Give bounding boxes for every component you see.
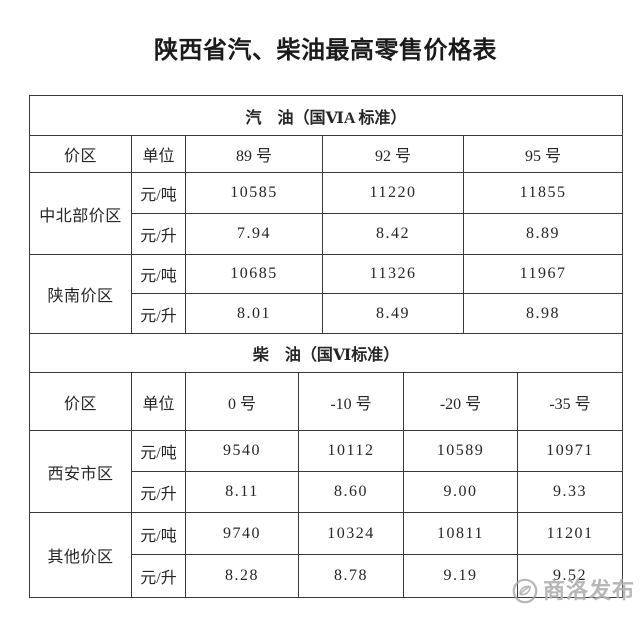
price-cell: 9540	[185, 430, 299, 472]
unit-label-per-ton: 元/吨	[131, 172, 186, 214]
unit-label-per-ton: 元/吨	[131, 430, 186, 472]
price-cell: 10811	[403, 512, 518, 555]
price-cell: 10585	[185, 172, 323, 214]
diesel-zone-name-other: 其他价区	[29, 512, 132, 598]
price-cell: 9.52	[516, 554, 624, 598]
gasoline-col-header-grade-95: 95 号	[462, 135, 624, 173]
price-cell: 8.89	[462, 213, 624, 255]
price-cell: 8.01	[185, 293, 323, 334]
price-cell: 8.42	[322, 213, 464, 255]
price-cell: 10324	[298, 512, 404, 555]
price-cell: 7.94	[185, 213, 323, 255]
diesel-col-header-grade-minus20: -20 号	[403, 372, 518, 431]
price-cell: 11220	[322, 172, 464, 214]
diesel-col-header-grade-minus35: -35 号	[516, 372, 624, 431]
unit-label-per-liter: 元/升	[131, 471, 186, 513]
price-cell: 11967	[462, 254, 624, 294]
price-cell: 11326	[322, 254, 464, 294]
price-cell: 8.49	[322, 293, 464, 334]
page-title: 陕西省汽、柴油最高零售价格表	[154, 38, 497, 64]
price-cell: 10685	[185, 254, 323, 294]
diesel-col-header-grade-0: 0 号	[185, 372, 299, 431]
unit-label-per-liter: 元/升	[131, 213, 186, 255]
gasoline-col-header-unit: 单位	[131, 135, 186, 173]
unit-label-per-ton: 元/吨	[131, 254, 186, 294]
diesel-col-header-zone: 价区	[29, 372, 132, 431]
price-tables-container: 汽 油（国ⅥA 标准） 价区 单位 89 号 92 号 95 号 中北部价区 元…	[28, 95, 624, 598]
price-cell: 10589	[403, 430, 518, 472]
gasoline-col-header-grade-92: 92 号	[322, 135, 464, 173]
price-cell: 10112	[298, 430, 404, 472]
price-cell: 9.00	[403, 471, 518, 513]
gasoline-zone-name-central-north: 中北部价区	[29, 172, 132, 255]
price-cell: 9.19	[403, 554, 518, 598]
price-cell: 9740	[185, 512, 299, 555]
price-cell: 11855	[462, 172, 624, 214]
price-cell: 8.28	[185, 554, 299, 598]
unit-label-per-liter: 元/升	[131, 293, 186, 334]
diesel-col-header-grade-minus10: -10 号	[298, 372, 404, 431]
unit-label-per-liter: 元/升	[131, 554, 186, 598]
gasoline-zone-name-south-shaanxi: 陕南价区	[29, 254, 132, 334]
diesel-price-table: 柴 油（国Ⅵ标准） 价区 单位 0 号 -10 号 -20 号 -35 号 西安…	[28, 333, 624, 598]
gasoline-price-table: 汽 油（国ⅥA 标准） 价区 单位 89 号 92 号 95 号 中北部价区 元…	[28, 95, 624, 334]
price-cell: 10971	[516, 430, 624, 472]
gasoline-col-header-zone: 价区	[29, 135, 132, 173]
price-cell: 8.78	[298, 554, 404, 598]
diesel-zone-name-xian-city: 西安市区	[29, 430, 132, 513]
price-cell: 8.11	[185, 471, 299, 513]
diesel-section-header: 柴 油（国Ⅵ标准）	[28, 333, 624, 373]
gasoline-section-header: 汽 油（国ⅥA 标准）	[28, 95, 624, 136]
diesel-col-header-unit: 单位	[131, 372, 186, 431]
gasoline-col-header-grade-89: 89 号	[185, 135, 323, 173]
price-cell: 11201	[516, 512, 624, 555]
price-cell: 8.60	[298, 471, 404, 513]
price-cell: 9.33	[516, 471, 624, 513]
price-cell: 8.98	[462, 293, 624, 334]
unit-label-per-ton: 元/吨	[131, 512, 186, 555]
